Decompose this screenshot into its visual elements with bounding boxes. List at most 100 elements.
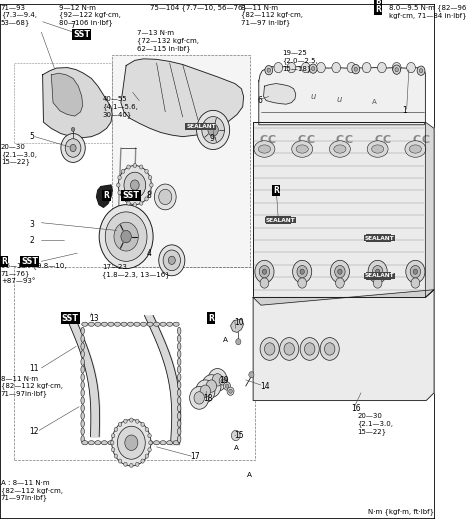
Text: SST: SST: [73, 30, 90, 39]
Circle shape: [206, 380, 217, 392]
Text: 6: 6: [257, 96, 263, 105]
Text: SEALANT: SEALANT: [186, 124, 216, 129]
Ellipse shape: [296, 145, 308, 153]
Text: C: C: [345, 135, 353, 145]
Circle shape: [311, 66, 315, 71]
Circle shape: [284, 343, 294, 355]
Circle shape: [208, 368, 227, 391]
Text: 75—104 {7.7—10, 56—76}: 75—104 {7.7—10, 56—76}: [150, 5, 247, 11]
Circle shape: [260, 278, 269, 288]
Text: 8—11 N·m
{82—112 kgf·cm,
71—97 in·lbf}: 8—11 N·m {82—112 kgf·cm, 71—97 in·lbf}: [241, 5, 303, 26]
Polygon shape: [253, 290, 434, 401]
Polygon shape: [121, 59, 244, 136]
Ellipse shape: [177, 358, 181, 365]
Circle shape: [309, 64, 317, 73]
Text: 16: 16: [351, 404, 361, 413]
Circle shape: [196, 380, 215, 403]
Circle shape: [202, 375, 221, 398]
Text: C: C: [412, 135, 421, 145]
Ellipse shape: [81, 366, 84, 373]
Circle shape: [236, 338, 241, 345]
Bar: [14, 266, 255, 460]
Circle shape: [190, 387, 209, 409]
Circle shape: [407, 62, 415, 73]
Circle shape: [377, 62, 386, 73]
Ellipse shape: [177, 366, 181, 373]
Circle shape: [150, 183, 153, 187]
Text: 11: 11: [29, 364, 39, 373]
Circle shape: [267, 68, 271, 72]
Circle shape: [124, 419, 127, 423]
Text: 13: 13: [89, 313, 99, 322]
Text: 19: 19: [219, 376, 229, 386]
Circle shape: [262, 269, 266, 274]
Text: 9: 9: [210, 134, 215, 143]
Circle shape: [130, 180, 139, 190]
Ellipse shape: [405, 141, 426, 157]
Circle shape: [224, 382, 230, 390]
Text: C: C: [374, 135, 383, 145]
Circle shape: [65, 139, 81, 157]
Circle shape: [249, 372, 254, 378]
Circle shape: [99, 204, 153, 268]
Circle shape: [304, 343, 315, 355]
Circle shape: [121, 230, 131, 243]
Ellipse shape: [128, 322, 134, 326]
Circle shape: [332, 62, 340, 73]
Ellipse shape: [81, 381, 84, 389]
Ellipse shape: [81, 405, 84, 412]
Text: 8.0—9.5 N·m {82—96
kgf·cm, 71—84 in·lbf}: 8.0—9.5 N·m {82—96 kgf·cm, 71—84 in·lbf}: [389, 5, 467, 19]
Ellipse shape: [101, 441, 108, 445]
Text: A : 8—11 N·m
{82—112 kgf·cm,
71—97in·lbf}: A : 8—11 N·m {82—112 kgf·cm, 71—97in·lbf…: [1, 480, 63, 501]
Text: R: R: [208, 313, 214, 322]
Text: 20—30
{2.1—3.0,
15—22}: 20—30 {2.1—3.0, 15—22}: [357, 413, 393, 435]
Circle shape: [125, 435, 138, 450]
Text: C: C: [306, 135, 314, 145]
Ellipse shape: [177, 389, 181, 397]
Text: SEALANT: SEALANT: [366, 236, 391, 241]
Circle shape: [219, 377, 226, 385]
Ellipse shape: [134, 441, 140, 445]
Ellipse shape: [114, 322, 120, 326]
Ellipse shape: [82, 322, 88, 326]
Circle shape: [118, 426, 145, 459]
Polygon shape: [230, 319, 244, 333]
Ellipse shape: [140, 322, 146, 326]
Polygon shape: [253, 290, 434, 305]
Ellipse shape: [81, 397, 84, 404]
Circle shape: [265, 65, 273, 75]
Ellipse shape: [154, 441, 160, 445]
Polygon shape: [112, 55, 250, 266]
Circle shape: [121, 197, 125, 201]
Circle shape: [110, 441, 114, 445]
Ellipse shape: [114, 441, 120, 445]
Circle shape: [118, 422, 122, 427]
Circle shape: [111, 434, 115, 438]
Circle shape: [155, 184, 176, 210]
Text: C: C: [383, 135, 391, 145]
Circle shape: [301, 62, 310, 73]
Circle shape: [373, 266, 383, 278]
Ellipse shape: [177, 405, 181, 412]
Ellipse shape: [154, 322, 160, 326]
Text: 96—104 {9.8—10,
71—76}
+87—93°: 96—104 {9.8—10, 71—76} +87—93°: [1, 263, 66, 284]
Circle shape: [264, 343, 275, 355]
Ellipse shape: [292, 141, 313, 157]
Circle shape: [124, 172, 146, 198]
Text: 10: 10: [234, 318, 244, 326]
Circle shape: [417, 66, 425, 75]
Circle shape: [133, 202, 137, 207]
Ellipse shape: [147, 322, 153, 326]
Text: 71—93
{7.3—9.4,
53—68}: 71—93 {7.3—9.4, 53—68}: [1, 5, 37, 26]
Circle shape: [325, 343, 335, 355]
Circle shape: [212, 374, 223, 386]
Circle shape: [118, 459, 122, 463]
Text: C: C: [421, 135, 429, 145]
Circle shape: [149, 441, 152, 445]
Ellipse shape: [177, 435, 181, 443]
Circle shape: [419, 69, 423, 73]
Text: 8—11 N·m
{82—112 kgf·cm,
71—97in·lbf}: 8—11 N·m {82—112 kgf·cm, 71—97in·lbf}: [1, 376, 63, 397]
Circle shape: [352, 64, 360, 74]
Circle shape: [117, 183, 120, 187]
Circle shape: [297, 266, 308, 278]
